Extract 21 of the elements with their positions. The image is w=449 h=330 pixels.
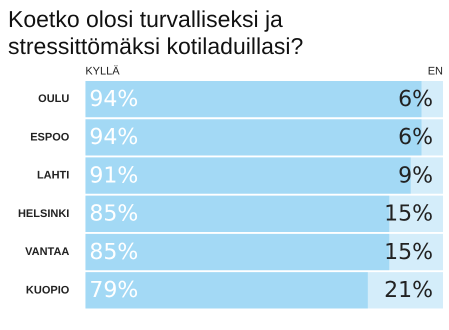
data-label: 94% bbox=[89, 86, 138, 112]
data-label: 21% bbox=[384, 278, 433, 303]
data-label: 85% bbox=[89, 240, 138, 265]
data-label: 94% bbox=[89, 125, 138, 150]
y-tick-label: KUOPIO bbox=[26, 284, 70, 296]
data-label: 91% bbox=[89, 163, 138, 188]
chart-title: Koetko olosi turvalliseksi ja stressittömäksi kotiladuillasi? bbox=[7, 5, 304, 61]
y-tick-label: LAHTI bbox=[36, 170, 70, 182]
series-label: EN bbox=[428, 66, 444, 78]
y-tick-label: ESPOO bbox=[30, 131, 70, 144]
data-label: 85% bbox=[89, 202, 138, 227]
data-label: 15% bbox=[384, 202, 433, 227]
data-label: 15% bbox=[384, 240, 433, 265]
data-label: 9% bbox=[398, 163, 433, 188]
series-label: KYLLÄ bbox=[85, 64, 120, 78]
y-tick-label: VANTAA bbox=[25, 246, 70, 258]
data-label: 79% bbox=[89, 278, 138, 303]
y-tick-label: HELSINKI bbox=[18, 208, 70, 220]
data-label: 6% bbox=[398, 125, 433, 150]
data-label: 6% bbox=[398, 86, 433, 112]
y-tick-label: OULU bbox=[38, 93, 70, 106]
